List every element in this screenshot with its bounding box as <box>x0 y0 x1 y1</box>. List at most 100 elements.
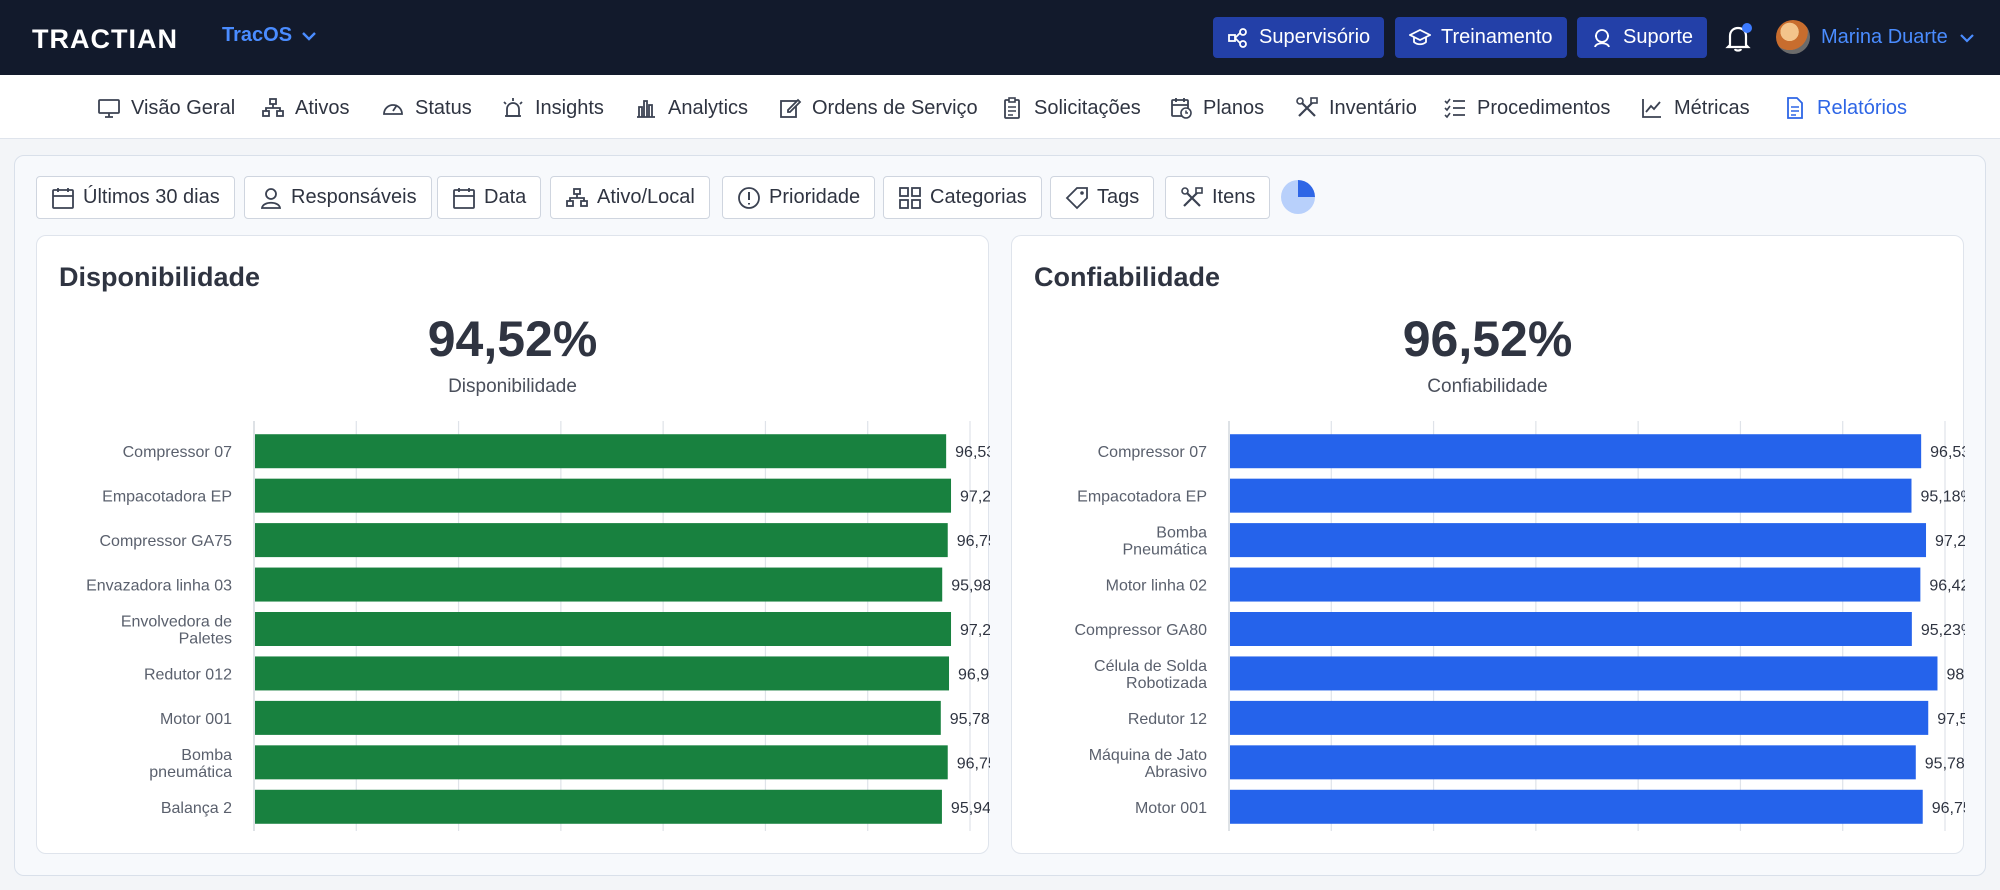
data-label: 96,42% <box>1929 578 1965 595</box>
tools-icon <box>1181 186 1203 207</box>
nav-label: Planos <box>1203 96 1265 119</box>
bar <box>1230 612 1912 646</box>
nav-status[interactable]: Status <box>381 93 472 123</box>
nav-insights[interactable]: Insights <box>501 93 604 123</box>
nav-label: Métricas <box>1674 96 1750 119</box>
nav-label: Ativos <box>295 96 350 119</box>
gauge-icon <box>383 104 403 115</box>
product-name: TracOS <box>222 24 293 46</box>
bar <box>255 612 952 646</box>
ativo-local-filter[interactable]: Ativo/Local <box>550 176 710 219</box>
nav-label: Ordens de Serviço <box>812 96 978 119</box>
category-label: Motor 001 <box>1135 800 1207 817</box>
user-icon <box>260 187 282 209</box>
bar <box>1230 745 1916 780</box>
data-filter[interactable]: Data <box>437 176 542 219</box>
category-label: Envolvedora de <box>121 614 232 631</box>
user-name: Marina Duarte <box>1821 26 1948 48</box>
top-bar: TRACTIAN TracOS Supervisório Treinamento… <box>0 0 2000 75</box>
product-switcher[interactable]: TracOS <box>222 24 316 47</box>
confiabilidade-bar-chart: 96,53% Compressor 07 95,18% Empacotadora EP… <box>1075 421 1965 831</box>
treinamento-label: Treinamento <box>1441 26 1553 48</box>
bar <box>1230 789 1923 824</box>
category-label: Balança 2 <box>161 800 232 817</box>
bar <box>1230 523 1927 558</box>
period-filter[interactable]: Últimos 30 dias <box>36 176 235 219</box>
chevron-down-icon <box>1959 33 1974 43</box>
bar <box>1230 478 1912 513</box>
nav-solicitacoes[interactable]: Solicitações <box>1000 93 1141 123</box>
category-label: Paletes <box>179 631 232 648</box>
nav-metricas[interactable]: Métricas <box>1640 93 1750 123</box>
bar <box>255 523 948 558</box>
category-label: Envazadora linha 03 <box>86 578 232 595</box>
data-label: 95,78% <box>1925 755 1965 772</box>
suporte-label: Suporte <box>1623 26 1694 48</box>
bell-icon[interactable] <box>1720 20 1756 56</box>
nav-relatorios[interactable]: Relatórios <box>1783 93 1907 123</box>
nav-visao-geral[interactable]: Visão Geral <box>97 93 235 123</box>
panel-title: Confiabilidade <box>1034 262 1221 292</box>
responsaveis-filter[interactable]: Responsáveis <box>244 176 432 219</box>
nav-ordens-servico[interactable]: Ordens de Serviço <box>778 93 978 123</box>
data-label: 96,75% <box>1932 800 1965 817</box>
tags-filter[interactable]: Tags <box>1050 176 1155 219</box>
supervisorio-label: Supervisório <box>1259 26 1371 48</box>
chart-type-pie-icon[interactable] <box>1281 180 1315 214</box>
document-icon <box>1787 97 1803 119</box>
data-label: 96,75% <box>957 755 990 772</box>
calendar-icon <box>52 187 74 209</box>
filter-label: Categorias <box>930 186 1027 208</box>
filter-label: Prioridade <box>769 186 861 208</box>
user-avatar[interactable] <box>1776 20 1810 54</box>
checklist-icon <box>1444 98 1465 119</box>
nav-analytics[interactable]: Analytics <box>634 93 748 123</box>
kpi-label: Confiabilidade <box>1427 376 1548 397</box>
supervisorio-button[interactable]: Supervisório <box>1213 17 1385 58</box>
bar <box>255 567 943 602</box>
prioridade-filter[interactable]: Prioridade <box>722 176 876 219</box>
monitor-icon <box>98 99 120 118</box>
filter-label: Tags <box>1097 186 1140 208</box>
nav-ativos[interactable]: Ativos <box>261 93 349 123</box>
clipboard-icon <box>1004 97 1020 119</box>
nav-label: Solicitações <box>1034 96 1141 119</box>
data-label: 96,53% <box>955 444 990 461</box>
data-label: 95,98% <box>951 578 990 595</box>
bar <box>255 434 947 469</box>
suporte-button[interactable]: Suporte <box>1577 17 1708 58</box>
tag-icon <box>1065 186 1088 209</box>
nav-inventario[interactable]: Inventário <box>1295 93 1417 123</box>
nav-label: Status <box>415 96 472 119</box>
nav-procedimentos[interactable]: Procedimentos <box>1443 93 1610 123</box>
chevron-down-icon <box>302 31 316 41</box>
hierarchy-icon <box>566 187 588 207</box>
user-menu[interactable]: Marina Duarte <box>1821 26 1974 49</box>
bar <box>1230 656 1938 691</box>
edit-icon <box>780 98 802 118</box>
itens-filter[interactable]: Itens <box>1165 176 1271 219</box>
categorias-filter[interactable]: Categorias <box>883 176 1042 219</box>
category-label: Pneumática <box>1123 542 1208 559</box>
line-chart-icon <box>1642 99 1661 118</box>
kpi-label: Disponibilidade <box>448 376 577 397</box>
nav-label: Inventário <box>1329 96 1417 119</box>
data-label: 95,18% <box>1920 489 1965 506</box>
nav-label: Analytics <box>668 96 749 119</box>
category-label: Compressor 07 <box>1098 444 1207 461</box>
data-label: 96,93% <box>958 666 990 683</box>
kpi-value: 96,52% <box>1402 311 1573 367</box>
category-label: Empacotadora EP <box>1077 489 1207 506</box>
category-label: Compressor 07 <box>123 444 232 461</box>
data-label: 97,21% <box>1935 533 1965 550</box>
grid-icon <box>899 186 921 209</box>
data-label: 95,94% <box>951 800 990 817</box>
tractian-logo[interactable]: TRACTIAN <box>32 24 178 54</box>
nav-planos[interactable]: Planos <box>1169 93 1264 123</box>
nav-label: Procedimentos <box>1477 96 1611 119</box>
nav-label: Relatórios <box>1817 96 1908 119</box>
data-label: 96,53% <box>1930 444 1965 461</box>
data-label: 96,75% <box>957 533 990 550</box>
treinamento-button[interactable]: Treinamento <box>1395 17 1567 58</box>
category-label: Motor 001 <box>160 711 232 728</box>
